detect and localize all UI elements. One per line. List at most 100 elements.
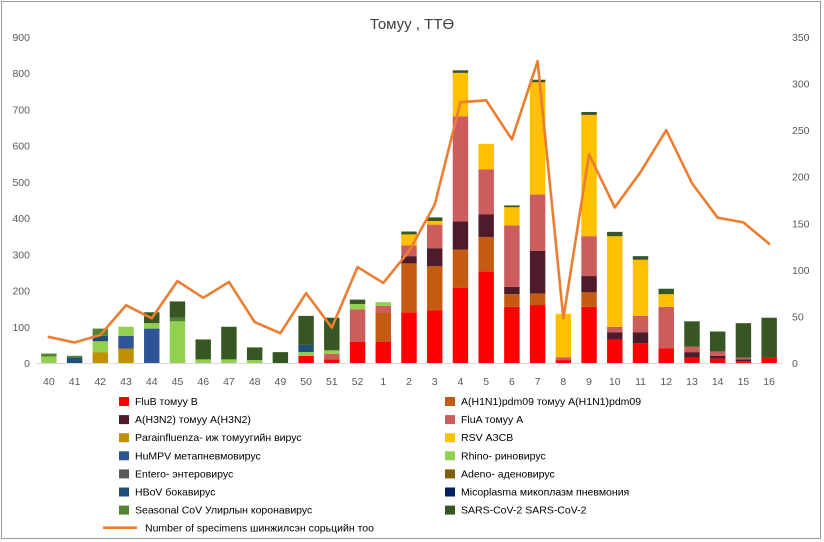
bar-segment bbox=[684, 352, 700, 358]
bar-segment bbox=[581, 306, 597, 363]
x-tick-label: 6 bbox=[509, 376, 515, 388]
bar-segment bbox=[452, 287, 469, 363]
x-tick-label: 12 bbox=[660, 376, 672, 388]
right-axis: 0 50 100 150 200 250 300 350 bbox=[792, 32, 810, 370]
bar-segment bbox=[92, 328, 109, 336]
bar-segment bbox=[401, 231, 417, 235]
legend-swatch bbox=[445, 397, 455, 406]
bar-segment bbox=[92, 341, 109, 353]
x-tick-label: 15 bbox=[738, 376, 750, 388]
bar-segment bbox=[41, 356, 57, 363]
x-tick-label: 1 bbox=[380, 376, 386, 388]
bar-segment bbox=[504, 286, 520, 295]
bar-segment bbox=[118, 326, 134, 336]
bar-segment bbox=[478, 236, 494, 272]
bar-segment bbox=[375, 313, 391, 342]
right-axis-tick-label: 350 bbox=[792, 32, 810, 44]
bar-segment bbox=[504, 207, 520, 226]
bar-segment bbox=[298, 355, 314, 363]
bar-segment bbox=[452, 72, 469, 117]
right-axis-tick-label: 250 bbox=[792, 125, 810, 137]
right-axis-tick-label: 150 bbox=[792, 218, 810, 230]
bar-segment bbox=[246, 347, 263, 361]
bar-segment bbox=[298, 344, 314, 353]
bar-segment bbox=[169, 317, 186, 322]
bar-segment bbox=[118, 348, 134, 363]
legend-swatch bbox=[119, 433, 129, 443]
legend-label: A(H3N2) томуу A(H3N2) bbox=[135, 414, 251, 426]
bar-segment bbox=[684, 346, 700, 353]
bar-segment bbox=[735, 359, 752, 362]
legend-label: Adeno- аденовирус bbox=[461, 468, 555, 480]
x-tick-label: 2 bbox=[406, 376, 412, 388]
bar-segment bbox=[221, 326, 237, 360]
legend-swatch bbox=[119, 487, 129, 497]
bar-segment bbox=[504, 306, 520, 363]
x-tick-label: 7 bbox=[535, 376, 541, 388]
bar-segment bbox=[504, 205, 520, 208]
right-axis-tick-label: 0 bbox=[792, 358, 798, 370]
x-tick-label: 52 bbox=[352, 376, 364, 388]
bar-segment bbox=[118, 335, 134, 349]
x-tick-labels: 40 41 42 43 44 45 46 47 48 49 50 51 52 1 2 3 4 5 6 7 8 9 10 11 1… bbox=[43, 376, 775, 388]
bar-segment bbox=[581, 236, 597, 277]
bar-segment bbox=[684, 321, 700, 347]
bar-segment bbox=[195, 339, 211, 360]
bar-segment bbox=[452, 116, 469, 222]
bar-segment bbox=[41, 353, 57, 357]
legend: FluB томуу B A(H1N1)pdm09 томуу A(H1N1)pd… bbox=[103, 396, 641, 535]
bar-segment bbox=[452, 249, 469, 288]
bar-segment bbox=[349, 341, 366, 363]
left-axis-tick-label: 300 bbox=[12, 249, 30, 261]
bar-segment bbox=[581, 111, 597, 115]
bar-segment bbox=[709, 351, 726, 356]
left-axis-tick-label: 200 bbox=[12, 286, 30, 298]
legend-swatch bbox=[119, 397, 129, 406]
left-axis-tick-label: 0 bbox=[24, 358, 30, 370]
bar-segment bbox=[478, 271, 494, 363]
legend-label: Parainfluenza- иж томуугийн вирус bbox=[135, 432, 302, 444]
bar-segment bbox=[324, 350, 340, 354]
bar-segment bbox=[401, 256, 417, 264]
bar-segment bbox=[658, 288, 674, 295]
bar-segment bbox=[555, 313, 572, 358]
bar-segment bbox=[607, 231, 623, 237]
specimens-line bbox=[47, 59, 771, 344]
x-tick-label: 50 bbox=[300, 376, 312, 388]
bar-segment bbox=[555, 360, 572, 363]
bar-segment bbox=[144, 323, 160, 329]
bar-segment bbox=[735, 361, 752, 363]
bar-segment bbox=[478, 143, 494, 170]
legend-swatch bbox=[119, 415, 129, 425]
left-axis-tick-label: 600 bbox=[12, 141, 30, 153]
x-tick-label: 40 bbox=[43, 376, 55, 388]
legend-label: HuMPV метапневмовирус bbox=[135, 450, 261, 462]
bar-segment bbox=[298, 315, 314, 345]
bar-segment bbox=[427, 224, 443, 249]
bar-segment bbox=[478, 169, 494, 215]
bar-segment bbox=[195, 359, 211, 363]
x-tick-label: 47 bbox=[223, 376, 235, 388]
legend-swatch bbox=[445, 505, 455, 515]
left-axis-tick-label: 400 bbox=[12, 213, 30, 225]
bar-segment bbox=[632, 332, 649, 344]
bar-segment bbox=[555, 357, 572, 361]
x-tick-label: 3 bbox=[432, 376, 438, 388]
bar-segment bbox=[427, 221, 443, 225]
bar-segment bbox=[272, 352, 289, 363]
bar-series-group bbox=[41, 70, 777, 363]
bar-segment bbox=[735, 323, 752, 358]
left-axis-tick-label: 700 bbox=[12, 104, 30, 116]
legend-swatch bbox=[119, 451, 129, 461]
bar-segment bbox=[349, 299, 366, 304]
bar-segment bbox=[581, 114, 597, 237]
left-axis: 0 100 200 300 400 500 600 700 800 900 bbox=[12, 32, 30, 370]
x-tick-label: 14 bbox=[712, 376, 724, 388]
left-axis-tick-label: 800 bbox=[12, 68, 30, 80]
right-axis-tick-label: 200 bbox=[792, 172, 810, 184]
x-tick-label: 10 bbox=[609, 376, 621, 388]
bar-segment bbox=[144, 328, 160, 363]
legend-label: RSV АЗСВ bbox=[461, 432, 513, 444]
legend-swatch bbox=[119, 469, 129, 479]
